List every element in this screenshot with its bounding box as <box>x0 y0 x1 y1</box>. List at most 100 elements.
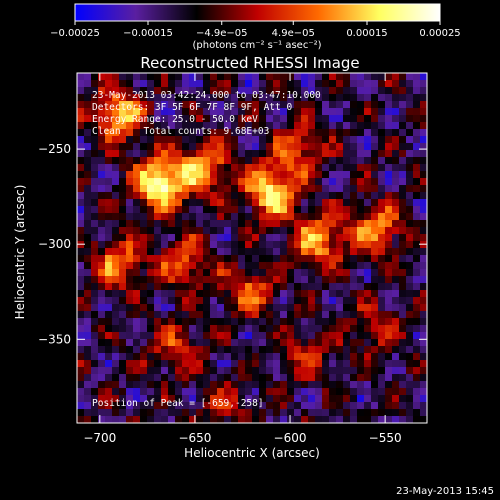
heatmap-cell <box>266 171 274 179</box>
heatmap-cell <box>126 409 134 417</box>
heatmap-cell <box>112 276 120 284</box>
heatmap-cell <box>315 276 323 284</box>
heatmap-cell <box>336 87 344 95</box>
heatmap-cell <box>329 318 337 326</box>
heatmap-cell <box>133 360 141 368</box>
heatmap-cell <box>154 353 162 361</box>
heatmap-cell <box>350 213 358 221</box>
heatmap-cell <box>119 136 127 144</box>
heatmap-cell <box>161 402 169 410</box>
heatmap-cell <box>238 115 246 123</box>
heatmap-cell <box>399 283 407 291</box>
heatmap-cell <box>84 108 92 116</box>
heatmap-cell <box>392 171 400 179</box>
heatmap-cell <box>420 381 428 389</box>
heatmap-cell <box>399 150 407 158</box>
heatmap-cell <box>91 227 99 235</box>
heatmap-cell <box>238 199 246 207</box>
heatmap-cell <box>315 73 323 81</box>
heatmap-cell <box>406 136 414 144</box>
heatmap-cell <box>189 185 197 193</box>
heatmap-cell <box>154 220 162 228</box>
heatmap-cell <box>126 234 134 242</box>
heatmap-cell <box>350 402 358 410</box>
heatmap-cell <box>91 395 99 403</box>
heatmap-cell <box>210 297 218 305</box>
heatmap-cell <box>350 136 358 144</box>
heatmap-cell <box>126 255 134 263</box>
heatmap-cell <box>112 234 120 242</box>
heatmap-cell <box>238 283 246 291</box>
heatmap-cell <box>105 87 113 95</box>
heatmap-cell <box>385 353 393 361</box>
heatmap-cell <box>287 199 295 207</box>
heatmap-cell <box>266 87 274 95</box>
heatmap-cell <box>119 185 127 193</box>
heatmap-cell <box>154 290 162 298</box>
heatmap-cell <box>343 297 351 305</box>
heatmap-cell <box>161 262 169 270</box>
heatmap-cell <box>273 234 281 242</box>
heatmap-cell <box>182 297 190 305</box>
heatmap-cell <box>238 150 246 158</box>
heatmap-cell <box>259 213 267 221</box>
heatmap-cell <box>98 178 106 186</box>
heatmap-cell <box>259 185 267 193</box>
heatmap-cell <box>119 73 127 81</box>
heatmap-cell <box>245 276 253 284</box>
heatmap-cell <box>182 290 190 298</box>
heatmap-cell <box>350 283 358 291</box>
heatmap-cell <box>385 178 393 186</box>
heatmap-cell <box>98 346 106 354</box>
heatmap-cell <box>420 416 428 424</box>
heatmap-cell <box>392 360 400 368</box>
heatmap-cell <box>154 80 162 88</box>
heatmap-cell <box>364 395 372 403</box>
heatmap-cell <box>259 150 267 158</box>
heatmap-cell <box>413 164 421 172</box>
heatmap-cell <box>301 290 309 298</box>
heatmap-cell <box>140 108 148 116</box>
heatmap-cell <box>364 388 372 396</box>
heatmap-cell <box>224 262 232 270</box>
heatmap-cell <box>273 325 281 333</box>
heatmap-cell <box>119 87 127 95</box>
heatmap-cell <box>154 346 162 354</box>
heatmap-cell <box>322 276 330 284</box>
heatmap-cell <box>336 171 344 179</box>
heatmap-cell <box>350 388 358 396</box>
heatmap-cell <box>252 388 260 396</box>
heatmap-cell <box>91 248 99 256</box>
heatmap-cell <box>329 185 337 193</box>
heatmap-cell <box>315 318 323 326</box>
heatmap-cell <box>161 157 169 165</box>
heatmap-cell <box>161 325 169 333</box>
heatmap-cell <box>308 80 316 88</box>
heatmap-cell <box>105 402 113 410</box>
heatmap-cell <box>322 178 330 186</box>
heatmap-cell <box>217 199 225 207</box>
heatmap-cell <box>147 311 155 319</box>
heatmap-cell <box>252 332 260 340</box>
heatmap-cell <box>203 325 211 333</box>
heatmap-cell <box>231 409 239 417</box>
heatmap-cell <box>161 318 169 326</box>
heatmap-cell <box>217 353 225 361</box>
heatmap-cell <box>133 346 141 354</box>
heatmap-cell <box>378 192 386 200</box>
heatmap-cell <box>154 402 162 410</box>
heatmap-cell <box>217 171 225 179</box>
heatmap-cell <box>84 402 92 410</box>
heatmap-cell <box>84 178 92 186</box>
heatmap-cell <box>140 234 148 242</box>
heatmap-cell <box>140 395 148 403</box>
heatmap-cell <box>105 416 113 424</box>
heatmap-cell <box>77 136 85 144</box>
heatmap-cell <box>140 304 148 312</box>
heatmap-cell <box>392 381 400 389</box>
heatmap-cell <box>231 87 239 95</box>
heatmap-cell <box>294 297 302 305</box>
heatmap-cell <box>280 220 288 228</box>
heatmap-cell <box>259 206 267 214</box>
heatmap-cell <box>399 290 407 298</box>
